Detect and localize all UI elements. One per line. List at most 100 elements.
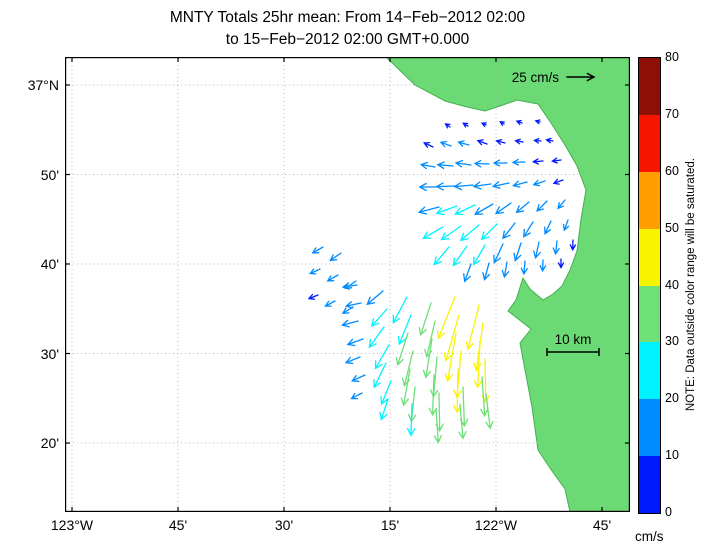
velocity-vector (422, 338, 433, 379)
velocity-vector (400, 368, 411, 407)
velocity-vector (544, 220, 552, 235)
velocity-vector (308, 268, 321, 275)
velocity-vector (492, 159, 508, 167)
reference-arrow (566, 72, 596, 82)
velocity-vector (341, 282, 358, 290)
colorbar-tick-label: 30 (665, 334, 679, 349)
velocity-vector (480, 223, 498, 241)
velocity-vector (350, 392, 363, 400)
velocity-vector (417, 206, 440, 215)
velocity-vector (485, 393, 494, 430)
velocity-vector (513, 242, 522, 262)
velocity-vector (440, 225, 462, 241)
colorbar-band (639, 171, 660, 229)
velocity-vector (533, 241, 541, 260)
velocity-vector (495, 138, 506, 145)
velocity-vector (534, 119, 541, 125)
velocity-vector (435, 205, 458, 216)
velocity-vector (418, 182, 438, 192)
velocity-vector (324, 300, 336, 307)
velocity-vector (536, 200, 548, 212)
colorbar-note: NOTE: Data outside color range will be s… (679, 57, 703, 512)
map-plot-area: 25 cm/s 10 km (65, 57, 630, 512)
velocity-vector (562, 219, 570, 232)
colorbar-band (639, 285, 660, 343)
velocity-vector (419, 161, 436, 170)
velocity-vector (473, 244, 486, 266)
colorbar-band (639, 342, 660, 400)
velocity-vector (473, 159, 490, 168)
velocity-vector (569, 239, 577, 252)
x-axis-tick-label: 45' (592, 517, 612, 533)
velocity-vector (307, 293, 319, 300)
velocity-vector (454, 159, 472, 168)
velocity-vector (557, 199, 566, 210)
colorbar-tick-label: 50 (665, 220, 679, 235)
chart-title: MNTY Totals 25hr mean: From 14−Feb−2012 … (65, 7, 630, 50)
velocity-vector (453, 368, 462, 414)
velocity-vector (397, 314, 412, 346)
velocity-vector (480, 376, 489, 418)
velocity-vector (366, 290, 384, 306)
velocity-vector (418, 302, 432, 337)
velocity-vector (532, 179, 546, 187)
velocity-vector (501, 261, 510, 279)
colorbar-band (639, 58, 660, 115)
velocity-vector (326, 274, 339, 282)
x-axis-tick-label: 123°W (50, 517, 94, 533)
velocity-vector (462, 122, 469, 128)
velocity-vector (392, 296, 408, 324)
velocity-vector (515, 119, 523, 126)
velocity-vector (520, 260, 528, 276)
velocity-vector (444, 123, 451, 129)
y-axis-tick-label: 37°N (27, 76, 59, 93)
colorbar-band (639, 399, 660, 457)
velocity-vector (457, 140, 470, 147)
velocity-vector (436, 161, 454, 170)
velocity-vector (344, 356, 361, 365)
velocity-vector (436, 296, 456, 340)
colorbar-tick-label: 60 (665, 163, 679, 178)
velocity-vector (473, 340, 483, 389)
y-axis-tick-label: 50' (40, 166, 59, 183)
velocity-vector (465, 304, 480, 351)
colorbar-band (639, 456, 660, 513)
y-axis-tick-label: 20' (40, 435, 59, 452)
velocity-vector (374, 344, 390, 370)
velocity-vector (514, 138, 524, 145)
velocity-vector (428, 374, 438, 417)
colorbar-tick-label: 20 (665, 391, 679, 406)
velocity-vector (523, 221, 534, 238)
velocity-vector (443, 314, 460, 363)
velocity-vector (368, 326, 385, 349)
chart-title-line1: MNTY Totals 25hr mean: From 14−Feb−2012 … (169, 9, 526, 26)
velocity-vector (329, 252, 342, 262)
velocity-vector (422, 226, 444, 239)
velocity-vector (341, 319, 359, 328)
velocity-vector (380, 380, 392, 406)
velocity-vector (493, 243, 504, 264)
velocity-vector (515, 201, 530, 214)
velocity-vector (439, 140, 452, 148)
velocity-vector (539, 259, 547, 273)
velocity-vector (551, 157, 562, 164)
velocity-vector (545, 137, 554, 144)
velocity-vector (453, 181, 474, 191)
velocity-vector (463, 263, 472, 283)
velocity-vector (476, 139, 488, 146)
velocity-vector (433, 246, 450, 266)
scale-bar-label: 10 km (555, 332, 592, 347)
velocity-vector (472, 181, 492, 190)
velocity-vector (452, 245, 468, 267)
velocity-vector (557, 258, 565, 269)
colorbar-band (639, 114, 660, 172)
velocity-vector (370, 308, 388, 327)
chart-title-line2: to 15−Feb−2012 02:00 GMT+0.000 (225, 30, 470, 48)
colorbar-unit-label: cm/s (635, 529, 664, 544)
land-polygon (385, 57, 630, 512)
colorbar-tick-label: 0 (665, 505, 672, 519)
velocity-vector (458, 403, 467, 440)
velocity-vector (454, 204, 476, 216)
colorbar (638, 57, 661, 514)
velocity-vector (552, 178, 564, 185)
